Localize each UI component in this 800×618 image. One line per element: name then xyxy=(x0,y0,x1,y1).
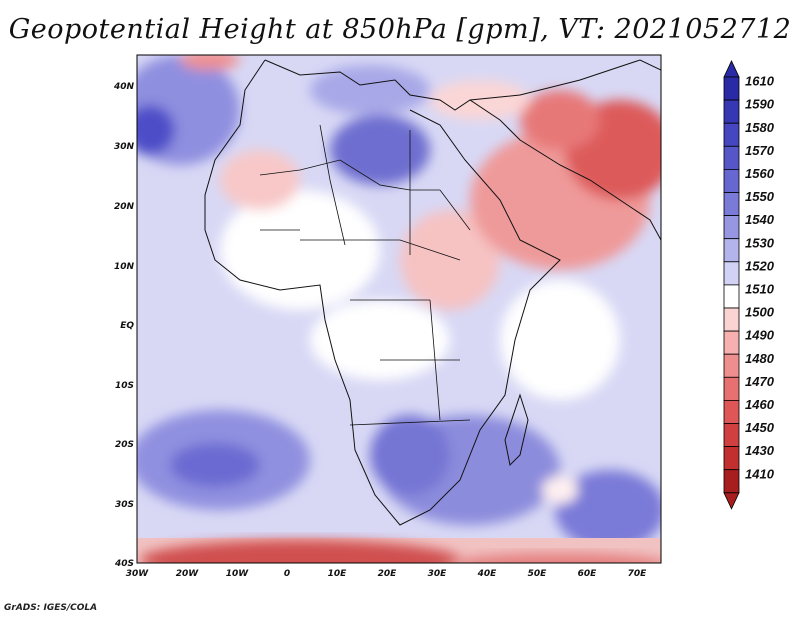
colorbar-label: 1560 xyxy=(745,166,775,181)
colorbar-swatch xyxy=(723,99,740,124)
colorbar-swatch xyxy=(723,307,740,332)
colorbar-label: 1550 xyxy=(745,189,775,204)
lon-label: 50E xyxy=(528,569,548,579)
colorbar-label: 1470 xyxy=(745,374,775,389)
lat-label: 40N xyxy=(113,82,135,92)
colorbar-swatch xyxy=(723,469,740,494)
lat-label: 40S xyxy=(114,559,134,569)
chart-title: Geopotential Height at 850hPa [gpm], VT:… xyxy=(8,14,792,45)
colorbar-swatch xyxy=(723,76,740,101)
colorbar-label: 1480 xyxy=(745,351,775,366)
coastlines xyxy=(204,59,661,526)
lon-axis: 30W 20W 10W 0 10E 20E 30E 40E 50E 60E 70… xyxy=(126,569,647,579)
colorbar-label: 1460 xyxy=(745,397,775,412)
lat-label: 20N xyxy=(114,202,135,212)
colorbar-label: 1410 xyxy=(745,466,775,481)
lon-label: 0 xyxy=(284,569,290,579)
lat-label: 30S xyxy=(115,500,134,510)
lon-label: 10W xyxy=(226,569,250,579)
colorbar-label: 1580 xyxy=(745,120,775,135)
colorbar-swatch xyxy=(723,330,740,355)
grads-credit: GrADS: IGES/COLA xyxy=(4,603,98,613)
colorbar-swatch xyxy=(723,215,740,240)
lon-label: 10E xyxy=(328,569,348,579)
lat-label: 10N xyxy=(114,262,135,272)
lon-label: 20E xyxy=(378,569,398,579)
lat-label: 30N xyxy=(114,142,135,152)
lat-axis: 40N 30N 20N 10N EQ 10S 20S 30S 40S xyxy=(113,82,135,569)
lon-label: 20W xyxy=(176,569,200,579)
colorbar-label: 1590 xyxy=(745,97,775,112)
colorbar-bottom-arrow xyxy=(723,492,740,510)
lat-label: 20S xyxy=(115,440,134,450)
lon-label: 30E xyxy=(428,569,448,579)
colorbar-label: 1530 xyxy=(745,235,775,250)
lat-label: EQ xyxy=(120,321,134,331)
colorbar-swatch xyxy=(723,284,740,309)
country-borders xyxy=(259,124,471,426)
colorbar-label: 1570 xyxy=(745,143,775,158)
map-frame xyxy=(136,54,662,564)
colorbar-swatch xyxy=(723,376,740,401)
colorbar-label: 1430 xyxy=(745,443,775,458)
colorbar-swatch xyxy=(723,122,740,147)
colorbar-swatch xyxy=(723,145,740,170)
lon-label: 70E xyxy=(628,569,648,579)
colorbar-swatch xyxy=(723,423,740,448)
lat-label: 10S xyxy=(115,381,134,391)
colorbar-label: 1500 xyxy=(745,305,775,320)
colorbar-label: 1510 xyxy=(745,281,775,296)
height-field xyxy=(137,55,661,563)
colorbar-swatch xyxy=(723,238,740,263)
colorbar-swatch xyxy=(723,446,740,471)
colorbar-swatch xyxy=(723,353,740,378)
lon-label: 40E xyxy=(477,569,498,579)
colorbar-swatch xyxy=(723,261,740,286)
colorbar-label: 1520 xyxy=(745,258,775,273)
colorbar-swatch xyxy=(723,168,740,193)
colorbar-swatch xyxy=(723,399,740,424)
colorbar-label: 1540 xyxy=(745,212,775,227)
colorbar-label: 1450 xyxy=(745,420,775,435)
colorbar-label: 1610 xyxy=(745,74,775,89)
colorbar-label: 1490 xyxy=(745,328,775,343)
lon-label: 30W xyxy=(126,569,150,579)
colorbar: 1610 1590 1580 1570 1560 1550 1540 1530 1520 1510… xyxy=(723,60,775,510)
colorbar-swatch xyxy=(723,192,740,217)
colorbar-top-arrow xyxy=(723,60,740,78)
lon-label: 60E xyxy=(578,569,598,579)
